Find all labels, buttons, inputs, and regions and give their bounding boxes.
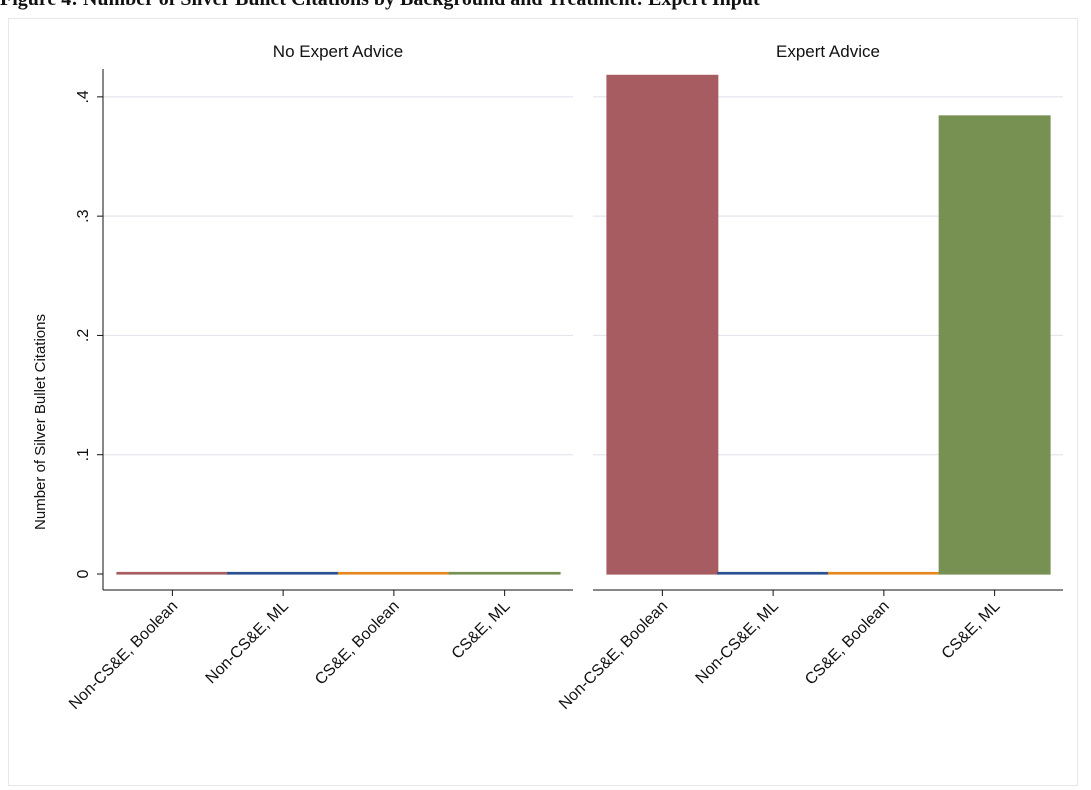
x-tick-label: Non-CS&E, Boolean bbox=[66, 598, 181, 713]
x-tick-label: CS&E, Boolean bbox=[802, 598, 893, 689]
figure-caption-strip: Figure 4: Number of Silver Bullet Citati… bbox=[0, 0, 1091, 22]
x-tick-label: CS&E, ML bbox=[449, 598, 514, 663]
bar-chart: Number of Silver Bullet Citations No Exp… bbox=[32, 42, 1063, 713]
figure-caption: Figure 4: Number of Silver Bullet Citati… bbox=[0, 0, 760, 11]
bar-1-2 bbox=[227, 571, 340, 575]
x-tick-label: Non-CS&E, ML bbox=[693, 598, 782, 687]
panel-title: Expert Advice bbox=[776, 42, 880, 61]
bar-2-1 bbox=[606, 74, 719, 575]
x-tick-label: CS&E, Boolean bbox=[312, 598, 403, 689]
y-axis-label: Number of Silver Bullet Citations bbox=[32, 314, 49, 530]
x-tick-label: CS&E, ML bbox=[939, 598, 1004, 663]
y-tick-label: .2 bbox=[75, 329, 92, 342]
bar-1-3 bbox=[337, 571, 450, 575]
chart-panel-2: Expert Advice Non-CS&E, Boolean Non-CS&E, … bbox=[556, 42, 1063, 713]
y-tick-label: .1 bbox=[75, 448, 92, 461]
x-tick-label: Non-CS&E, ML bbox=[203, 598, 292, 687]
y-tick-label: .4 bbox=[75, 90, 92, 103]
x-tick-label: Non-CS&E, Boolean bbox=[556, 598, 671, 713]
bar-1-1 bbox=[116, 571, 229, 575]
panel-title: No Expert Advice bbox=[273, 42, 403, 61]
chart-frame: Number of Silver Bullet Citations No Exp… bbox=[8, 18, 1078, 786]
chart-panel-1: No Expert Advice 0 .1 .2 .3 .4 Non-CS&E, Boole… bbox=[66, 42, 573, 713]
y-tick-label: 0 bbox=[75, 569, 92, 578]
bar-1-4 bbox=[448, 571, 561, 575]
bar-2-2 bbox=[717, 571, 830, 575]
bar-2-3 bbox=[827, 571, 940, 575]
y-tick-label: .3 bbox=[75, 209, 92, 222]
bar-2-4 bbox=[938, 115, 1051, 575]
